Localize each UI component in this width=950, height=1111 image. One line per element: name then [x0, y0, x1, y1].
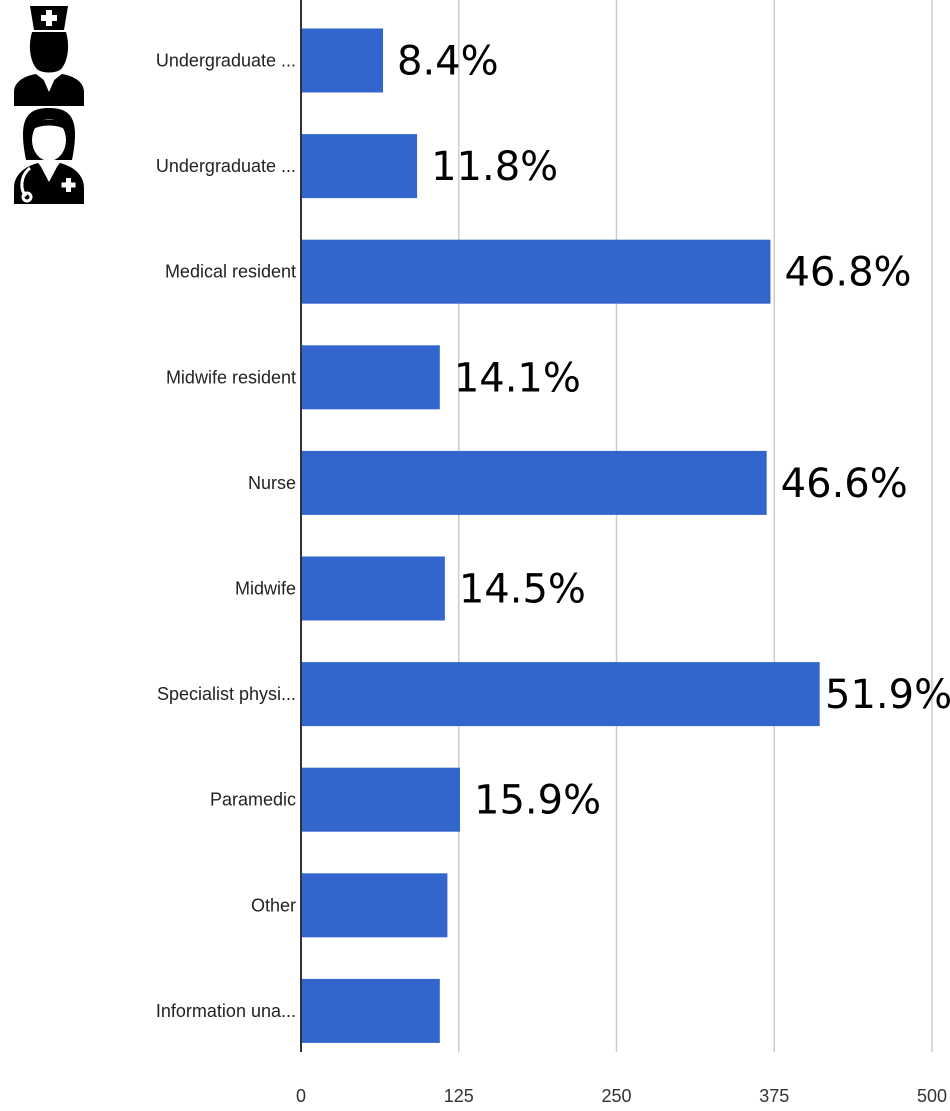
- bar: [301, 239, 771, 304]
- category-label: Specialist physi...: [157, 684, 296, 704]
- x-tick-label: 125: [444, 1086, 474, 1106]
- category-label: Midwife: [235, 579, 296, 599]
- bar: [301, 873, 448, 938]
- category-label: Information una...: [156, 1001, 296, 1021]
- percent-label: 51.9%: [825, 672, 950, 718]
- bar: [301, 556, 445, 621]
- percent-label: 15.9%: [474, 778, 601, 824]
- nurse-icon: [14, 6, 84, 106]
- percent-labels: 8.4% 11.8% 46.8% 14.1% 46.6% 14.5% 51.9% 15.9%: [397, 39, 950, 824]
- bar: [301, 767, 461, 832]
- bars: [301, 28, 820, 1043]
- percent-label: 46.6%: [781, 461, 908, 507]
- category-label: Midwife resident: [166, 367, 296, 387]
- bar: [301, 978, 440, 1043]
- category-label: Medical resident: [165, 262, 296, 282]
- category-labels: Undergraduate ... Undergraduate ... Medica…: [156, 51, 296, 1021]
- percent-label: 11.8%: [431, 144, 558, 190]
- percent-label: 8.4%: [397, 39, 499, 85]
- x-tick-label: 0: [296, 1086, 306, 1106]
- x-tick-label: 500: [917, 1086, 947, 1106]
- category-label: Undergraduate ...: [156, 51, 296, 71]
- bar: [301, 662, 820, 727]
- percent-label: 14.1%: [454, 355, 581, 401]
- x-tick-label: 375: [759, 1086, 789, 1106]
- percent-label: 14.5%: [459, 567, 586, 613]
- category-label: Other: [251, 895, 296, 915]
- bar: [301, 345, 440, 410]
- percent-label: 46.8%: [784, 250, 911, 296]
- category-label: Undergraduate ...: [156, 156, 296, 176]
- category-label: Paramedic: [210, 790, 296, 810]
- bar: [301, 450, 767, 515]
- category-label: Nurse: [248, 473, 296, 493]
- bar: [301, 134, 418, 199]
- bar: [301, 28, 384, 93]
- doctor-icon: [14, 108, 84, 204]
- gridlines: [458, 0, 933, 1052]
- x-axis-ticks: 0 125 250 375 500: [296, 1086, 947, 1106]
- x-tick-label: 250: [601, 1086, 631, 1106]
